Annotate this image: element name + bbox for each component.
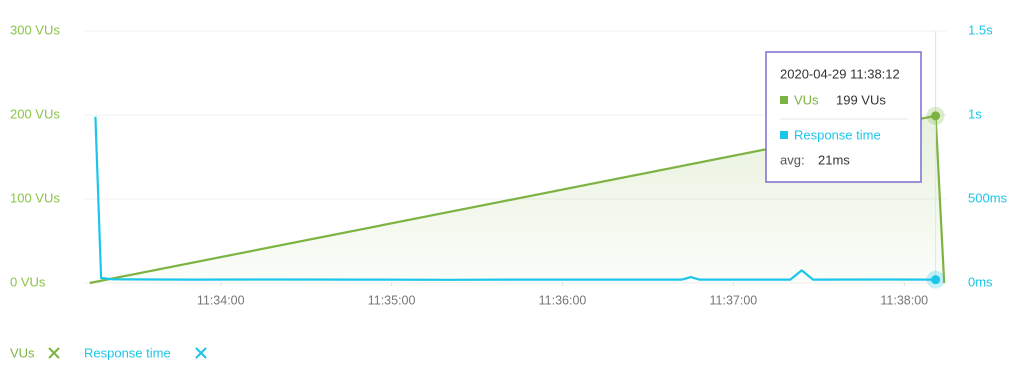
tooltip-box (765, 51, 922, 183)
y-tick-label: 100 VUs (10, 190, 60, 205)
x-tick-label: 11:34:00 (197, 293, 245, 307)
tooltip-series: VUs (794, 92, 819, 107)
tooltip-value: 199 VUs (836, 92, 886, 107)
line (94, 116, 936, 281)
tooltip-series: Response time (794, 127, 881, 142)
y-tick-label: 200 VUs (10, 106, 60, 121)
tooltip-stat-label: avg: (780, 152, 805, 167)
y2-tick-label: 1s (968, 106, 982, 121)
plot-area: 0 VUs 100 VUs 200 VUs 300 VUs 0ms 500ms 1s 1.5s… (10, 22, 1008, 307)
hover-point (931, 275, 941, 285)
y2-tick-label: 500ms (968, 190, 1008, 205)
y2-tick-label: 1.5s (968, 22, 993, 37)
y-tick-label: 0 VUs (10, 274, 46, 289)
x-tick-label: 11:36:00 (539, 293, 587, 307)
legend-label: VUs (10, 345, 35, 360)
legend: VUs Response time (10, 345, 207, 360)
tooltip-stat-value: 21ms (818, 152, 850, 167)
tooltip-swatch (780, 131, 788, 139)
legend-remove[interactable] (195, 347, 207, 359)
legend-remove[interactable] (48, 347, 60, 359)
x-tick-label: 11:37:00 (710, 293, 758, 307)
tooltip-swatch (780, 96, 788, 104)
y-tick-label: 300 VUs (10, 22, 60, 37)
tooltip: 2020-04-29 11:38:12 VUs 199 VUs Response… (765, 51, 922, 183)
hover-point (931, 111, 941, 121)
tooltip-title: 2020-04-29 11:38:12 (780, 66, 900, 81)
legend-label: Response time (84, 345, 171, 360)
x-tick-label: 11:38:00 (880, 293, 928, 307)
x-tick-label: 11:35:00 (368, 293, 416, 307)
y2-tick-label: 0ms (968, 274, 993, 289)
